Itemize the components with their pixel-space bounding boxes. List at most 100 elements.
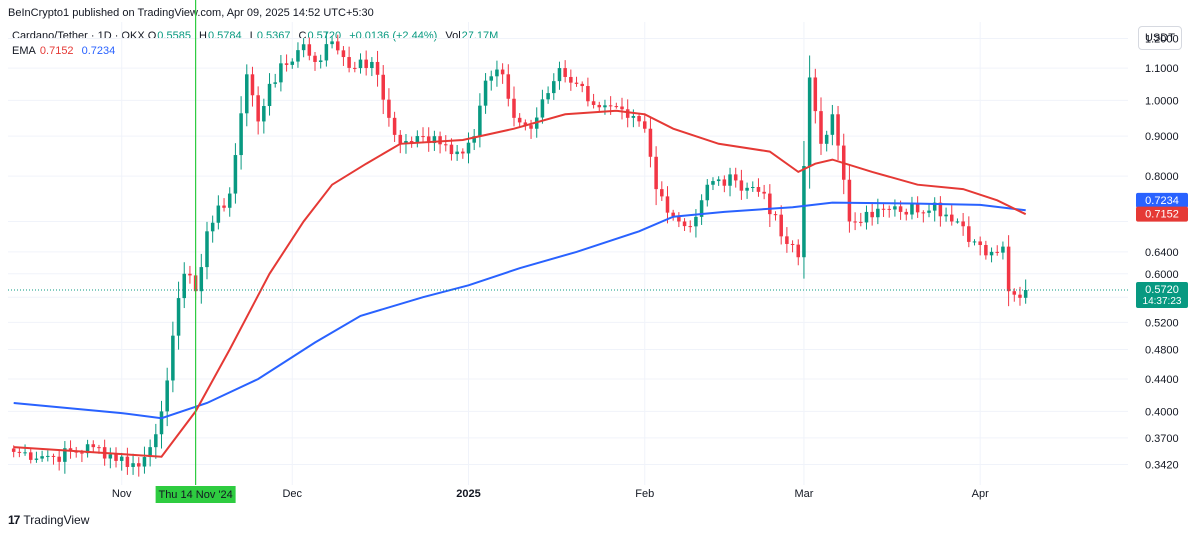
candle-body (870, 211, 874, 218)
candle-body (1018, 294, 1022, 298)
candle-body (148, 447, 152, 458)
x-tick-label: Dec (282, 488, 302, 500)
candle-body (489, 76, 494, 81)
ema-slow-tag-label: 0.7234 (1145, 195, 1179, 207)
candle-body (688, 226, 692, 228)
candle-body (313, 55, 317, 62)
candle-body (256, 95, 260, 122)
candle-body (586, 86, 590, 102)
candle-body (887, 208, 891, 210)
candle-body (733, 174, 738, 181)
candle-body (603, 105, 607, 108)
candle-body (677, 216, 681, 222)
candle-body (472, 136, 476, 143)
candle-body (779, 214, 783, 237)
candle-body (910, 203, 914, 215)
candle-body (136, 463, 141, 467)
candle-body (51, 455, 56, 457)
candle-body (284, 63, 289, 65)
candle-body (176, 298, 181, 336)
y-tick-label: 0.6400 (1145, 247, 1179, 259)
candle-body (398, 134, 403, 144)
candle-body (1001, 246, 1005, 253)
candle-body (500, 69, 505, 75)
candle-body (739, 180, 744, 191)
candle-body (637, 116, 641, 122)
candle-body (949, 214, 954, 222)
candle-body (665, 196, 670, 213)
candle-body (17, 451, 22, 453)
candle-body (967, 226, 971, 242)
candle-body (944, 214, 948, 217)
candle-body (796, 244, 801, 258)
y-tick-label: 0.3420 (1145, 460, 1179, 472)
candle-body (125, 456, 130, 467)
y-tick-label: 0.8000 (1145, 171, 1179, 183)
tradingview-logo-text: TradingView (23, 513, 90, 527)
candle-body (552, 81, 556, 94)
last-price-tag-bg (1136, 282, 1188, 309)
tradingview-logo[interactable]: 17 TradingView (8, 513, 89, 527)
candle-body (864, 211, 869, 223)
candle-body (80, 452, 84, 454)
candle-body (660, 189, 664, 197)
time-axis: Nov Dec 2025 Feb Mar Apr Thu 14 Nov '24 (112, 486, 989, 503)
candle-body (216, 205, 221, 223)
price-axis: 0.3420 0.3700 0.4000 0.4400 0.4800 0.5200 0.60… (1145, 34, 1179, 472)
ema-fast-tag-bg (1136, 206, 1188, 222)
candle-body (421, 136, 425, 138)
candle-body (932, 202, 937, 211)
candle-body (768, 193, 772, 215)
candle-body (898, 206, 903, 212)
candle-body (461, 151, 465, 154)
candle-body (563, 68, 567, 77)
candle-body (318, 60, 323, 62)
candle-body (995, 251, 1000, 253)
candle-body (404, 140, 408, 144)
candle-body (529, 125, 533, 129)
candle-body (961, 221, 965, 227)
candle-body (597, 104, 602, 108)
candle-body (847, 179, 852, 222)
candle-body (341, 50, 346, 58)
candle-body (824, 134, 829, 144)
ema-label[interactable]: EMA (12, 45, 36, 57)
y-tick-label: 1.2000 (1145, 34, 1179, 46)
candle-body (881, 208, 886, 210)
candle-body (392, 117, 397, 135)
candle-body (466, 142, 471, 154)
candle-body (859, 221, 863, 223)
candle-body (819, 111, 823, 144)
candle-body (131, 463, 135, 467)
candle-body (711, 181, 715, 185)
candle-body (182, 273, 187, 299)
currency-button[interactable]: USDT (1138, 26, 1182, 50)
candle-body (745, 187, 749, 191)
candle-body (250, 74, 255, 96)
open-label: O (147, 30, 157, 42)
x-tick-label: Mar (794, 488, 813, 500)
ema-slow-line (13, 201, 1026, 420)
ema-row: EMA 0.7152 0.7234 (12, 44, 503, 59)
candle-body (728, 174, 732, 186)
y-tick-label: 0.3700 (1145, 433, 1179, 445)
publish-info: BeInCrypto1 published on TradingView.com… (8, 7, 374, 19)
candle-body (108, 454, 113, 459)
candle-body (540, 99, 545, 118)
candle-body (358, 59, 363, 69)
candle-body (347, 57, 351, 68)
candle-body (375, 61, 380, 75)
high-label: H (199, 30, 207, 42)
candle-body (682, 221, 687, 227)
candle-body (279, 63, 283, 83)
candle-body (199, 267, 204, 292)
x-tick-label: 2025 (456, 488, 480, 500)
close-label: C (298, 30, 307, 42)
candle-body (495, 69, 499, 77)
ema-slow-value: 0.7234 (81, 45, 116, 57)
y-tick-label: 0.5200 (1145, 317, 1179, 329)
candle-body (273, 82, 277, 84)
candle-body (301, 44, 306, 51)
candle-body (642, 121, 647, 129)
